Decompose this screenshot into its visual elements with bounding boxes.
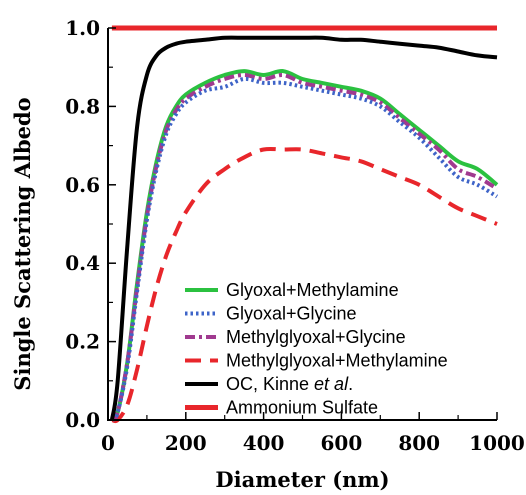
legend-label-4: OC, Kinne et al. <box>226 374 353 394</box>
x-tick-label: 600 <box>321 431 363 455</box>
legend-label-3: Methylglyoxal+Methylamine <box>226 351 448 371</box>
series-line-0 <box>110 69 499 422</box>
x-tick-label: 400 <box>243 431 285 455</box>
series-line-4 <box>109 35 498 421</box>
series-line-1 <box>110 76 499 422</box>
x-tick-label: 800 <box>398 431 440 455</box>
legend-label-2: Methylglyoxal+Glycine <box>226 327 406 347</box>
x-tick-label: 200 <box>165 431 207 455</box>
legend-label-1: Glyoxal+Glycine <box>226 304 357 324</box>
series-line-3 <box>111 146 498 424</box>
y-tick-label: 1.0 <box>65 16 100 40</box>
x-tick-label: 1000 <box>469 431 525 455</box>
legend: Glyoxal+Methylamine Glyoxal+Glycine Methyl… <box>185 280 448 418</box>
x-tick-label: 0 <box>101 431 115 455</box>
y-axis-title: Single Scattering Albedo <box>10 97 35 390</box>
legend-label-0: Glyoxal+Methylamine <box>226 280 399 300</box>
series-layer <box>109 25 499 424</box>
y-tick-label: 0.8 <box>65 94 100 118</box>
y-tick-label: 0.0 <box>65 408 100 432</box>
y-tick-label: 0.4 <box>65 251 100 275</box>
axes <box>107 27 498 421</box>
y-tick-label: 0.2 <box>65 330 100 354</box>
legend-label-5: Ammonium Sulfate <box>226 398 378 418</box>
x-axis-title: Diameter (nm) <box>215 467 389 492</box>
y-tick-label: 0.6 <box>65 173 100 197</box>
tick-labels: 0 200 400 600 800 1000 0.0 0.2 0.4 0.6 0.8 1.0 <box>65 16 525 455</box>
